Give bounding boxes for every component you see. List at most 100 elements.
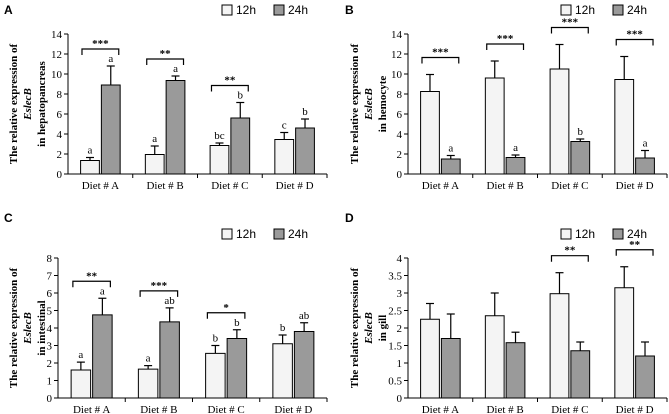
significance-bracket bbox=[486, 43, 525, 50]
legend-swatch-24h bbox=[273, 228, 285, 240]
y-tick-label: 0.5 bbox=[388, 376, 402, 388]
bar-12h-0 bbox=[80, 160, 100, 175]
significance-bracket bbox=[210, 84, 249, 92]
significance-stars: *** bbox=[92, 38, 109, 50]
significance-letter: a bbox=[146, 353, 151, 365]
significance-letter: a bbox=[173, 63, 178, 75]
legend-swatch-12h bbox=[560, 228, 572, 240]
bar-24h-2 bbox=[570, 141, 591, 175]
significance-bracket bbox=[550, 26, 589, 34]
y-axis-label-line1: The relative expression of bbox=[8, 44, 20, 165]
bar-24h-1 bbox=[505, 342, 526, 399]
bar-24h-3 bbox=[295, 127, 315, 175]
legend-swatch-12h bbox=[221, 228, 233, 240]
legend-label-24h: 24h bbox=[627, 3, 647, 17]
bar-24h-2 bbox=[226, 338, 248, 399]
legend-label-12h: 12h bbox=[575, 227, 595, 241]
y-tick-label: 2 bbox=[397, 323, 403, 335]
y-tick-label: 6 bbox=[47, 288, 53, 300]
bar-24h-3 bbox=[293, 331, 315, 399]
x-category-label: Diet # C bbox=[551, 180, 588, 192]
significance-bracket bbox=[206, 312, 246, 319]
significance-bracket bbox=[615, 249, 654, 256]
legend-swatch-24h bbox=[612, 228, 624, 240]
bar-24h-1 bbox=[165, 80, 186, 175]
y-axis-label-gene: EslecB bbox=[363, 88, 375, 121]
y-tick-label: 4 bbox=[397, 129, 403, 141]
panel-C: C 12h 24h The relative expression of EslecB i… bbox=[4, 211, 328, 414]
bar-24h-0 bbox=[440, 338, 461, 399]
significance-letter: bc bbox=[214, 130, 225, 142]
y-axis-label: The relative expression of EslecB in gill bbox=[349, 268, 389, 389]
legend-label-24h: 24h bbox=[288, 227, 308, 241]
y-tick-label: 4 bbox=[57, 129, 63, 141]
y-tick-label: 8 bbox=[397, 89, 403, 101]
x-category-label: Diet # A bbox=[73, 404, 110, 414]
y-axis-label-gene: EslecB bbox=[363, 312, 375, 345]
significance-letter: ab bbox=[299, 310, 310, 322]
significance-letter: b bbox=[234, 317, 240, 329]
significance-bracket bbox=[615, 38, 654, 46]
bar-12h-1 bbox=[144, 154, 165, 175]
y-tick-label: 2 bbox=[47, 358, 53, 370]
significance-bracket bbox=[139, 290, 179, 297]
x-category-label: Diet # B bbox=[146, 180, 183, 192]
y-tick-label: 12 bbox=[51, 49, 62, 61]
y-tick-label: 3 bbox=[397, 288, 403, 300]
y-tick-label: 5 bbox=[47, 306, 53, 318]
x-category-label: Diet # B bbox=[486, 404, 523, 414]
x-category-label: Diet # A bbox=[82, 180, 119, 192]
significance-stars: ** bbox=[160, 48, 172, 60]
panel-A: A 12h 24h The relative expression of EslecB i… bbox=[4, 3, 328, 192]
bar-12h-2 bbox=[549, 293, 570, 399]
y-axis-label-line3: in hemocyte bbox=[377, 76, 389, 133]
bar-24h-2 bbox=[230, 117, 251, 175]
y-tick-label: 4 bbox=[47, 323, 53, 335]
x-category-label: Diet # D bbox=[276, 180, 314, 192]
significance-letter: b bbox=[280, 322, 286, 334]
legend-swatch-24h bbox=[612, 4, 624, 16]
y-axis-label: The relative expression of EslecB in intes… bbox=[8, 268, 48, 389]
y-tick-label: 3.5 bbox=[388, 271, 402, 283]
significance-bracket bbox=[72, 280, 111, 288]
y-tick-label: 8 bbox=[47, 253, 53, 265]
significance-letter: a bbox=[88, 145, 93, 157]
x-category-label: Diet # C bbox=[211, 180, 248, 192]
y-tick-label: 7 bbox=[47, 271, 53, 283]
legend-label-12h: 12h bbox=[236, 3, 256, 17]
y-axis-label: The relative expression of EslecB in hepat… bbox=[8, 44, 48, 165]
bar-12h-3 bbox=[614, 287, 635, 399]
significance-letter: b bbox=[302, 106, 308, 118]
bar-24h-0 bbox=[100, 84, 121, 175]
y-axis-label-line1: The relative expression of bbox=[8, 268, 20, 389]
bar-24h-0 bbox=[92, 314, 113, 399]
bar-12h-2 bbox=[205, 352, 226, 399]
y-tick-label: 14 bbox=[391, 29, 403, 41]
significance-stars: *** bbox=[562, 17, 579, 29]
bar-24h-1 bbox=[159, 321, 180, 399]
significance-letter: a bbox=[108, 53, 113, 65]
significance-stars: *** bbox=[151, 280, 168, 292]
y-axis-label-line3: in hepatopancreas bbox=[36, 60, 48, 146]
significance-letter: a bbox=[100, 285, 105, 297]
y-tick-label: 0 bbox=[57, 169, 63, 181]
y-tick-label: 4 bbox=[397, 253, 403, 265]
y-axis-label-line1: The relative expression of bbox=[349, 44, 361, 165]
panel-letter: D bbox=[345, 211, 354, 225]
significance-bracket bbox=[146, 58, 185, 65]
x-category-label: Diet # B bbox=[140, 404, 177, 414]
significance-letter: b bbox=[213, 333, 219, 345]
y-tick-label: 0 bbox=[397, 393, 403, 405]
panel-D: D 12h 24h The relative expression of EslecB i… bbox=[345, 211, 668, 414]
x-category-label: Diet # D bbox=[274, 404, 312, 414]
bar-12h-3 bbox=[614, 79, 635, 175]
y-tick-label: 12 bbox=[391, 49, 402, 61]
significance-letter: b bbox=[238, 90, 244, 102]
significance-letter: a bbox=[643, 138, 648, 150]
significance-stars: *** bbox=[497, 33, 514, 45]
panel-B: B 12h 24h The relative expression of EslecB i… bbox=[345, 3, 668, 192]
bar-12h-0 bbox=[70, 369, 92, 399]
x-category-label: Diet # D bbox=[616, 180, 654, 192]
significance-bracket bbox=[550, 255, 589, 262]
y-tick-label: 1 bbox=[47, 376, 53, 388]
